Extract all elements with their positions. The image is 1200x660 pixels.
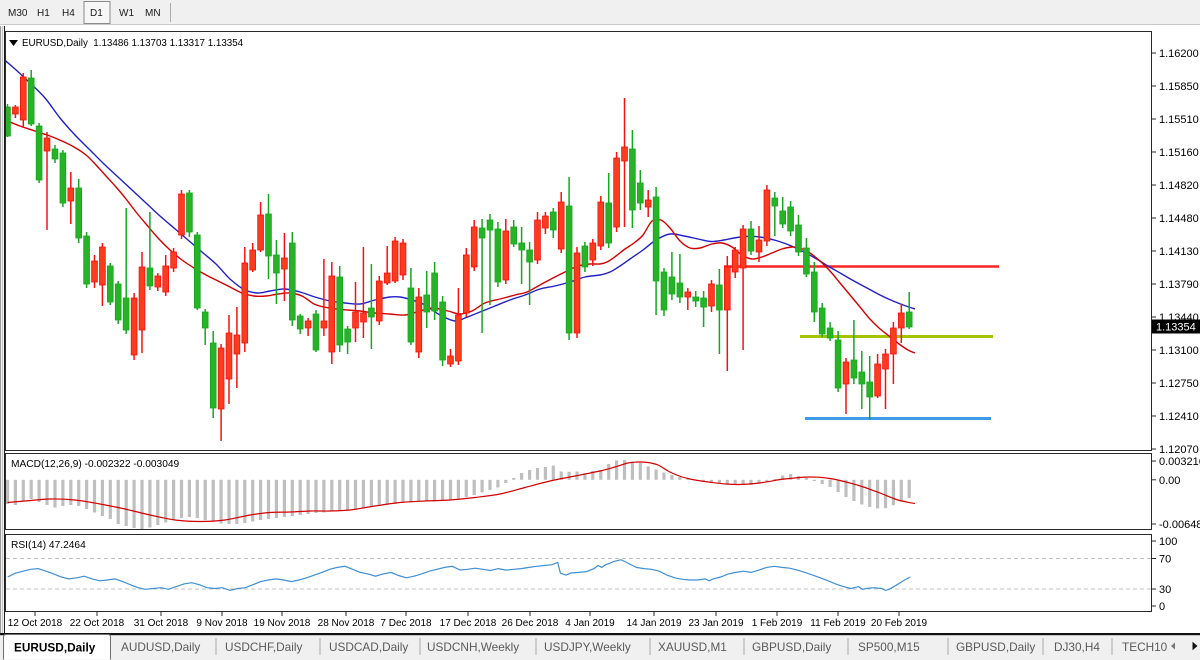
svg-text:1.12070: 1.12070 — [1159, 444, 1199, 456]
svg-text:1.15850: 1.15850 — [1159, 81, 1199, 93]
svg-text:1.14480: 1.14480 — [1159, 213, 1199, 225]
svg-text:H4: H4 — [62, 8, 75, 19]
svg-text:1.13100: 1.13100 — [1159, 345, 1199, 357]
svg-text:USDCAD,Daily: USDCAD,Daily — [329, 640, 408, 654]
svg-text:22 Oct 2018: 22 Oct 2018 — [70, 618, 125, 629]
svg-text:7 Dec 2018: 7 Dec 2018 — [380, 618, 432, 629]
svg-text:9 Nov 2018: 9 Nov 2018 — [196, 618, 248, 629]
svg-text:1.12410: 1.12410 — [1159, 411, 1199, 423]
svg-text:0.003216: 0.003216 — [1159, 456, 1200, 468]
svg-text:EURUSD,Daily: EURUSD,Daily — [14, 641, 96, 655]
svg-text:1.15510: 1.15510 — [1159, 114, 1199, 126]
svg-text:1.13354: 1.13354 — [1156, 322, 1196, 334]
svg-text:70: 70 — [1159, 554, 1171, 566]
svg-text:100: 100 — [1159, 536, 1177, 548]
svg-text:1.14820: 1.14820 — [1159, 180, 1199, 192]
svg-text:0.00: 0.00 — [1159, 475, 1180, 487]
svg-text:-0.006485: -0.006485 — [1159, 519, 1200, 531]
svg-text:1 Feb 2019: 1 Feb 2019 — [752, 618, 803, 629]
svg-text:1.12750: 1.12750 — [1159, 378, 1199, 390]
svg-text:30: 30 — [1159, 584, 1171, 596]
svg-text:12 Oct 2018: 12 Oct 2018 — [8, 618, 63, 629]
svg-text:17 Dec 2018: 17 Dec 2018 — [440, 618, 497, 629]
svg-text:0: 0 — [1159, 601, 1165, 613]
svg-text:1.15160: 1.15160 — [1159, 147, 1199, 159]
svg-text:1.13790: 1.13790 — [1159, 279, 1199, 291]
svg-text:DJ30,H4: DJ30,H4 — [1054, 640, 1100, 654]
svg-text:W1: W1 — [119, 8, 134, 19]
svg-text:AUDUSD,Daily: AUDUSD,Daily — [121, 640, 200, 654]
svg-text:GBPUSD,Daily: GBPUSD,Daily — [956, 640, 1035, 654]
svg-text:MACD(12,26,9) -0.002322 -0.003: MACD(12,26,9) -0.002322 -0.003049 — [11, 459, 180, 470]
svg-text:USDCHF,Daily: USDCHF,Daily — [225, 640, 302, 654]
svg-text:28 Nov 2018: 28 Nov 2018 — [318, 618, 375, 629]
svg-text:1.14130: 1.14130 — [1159, 246, 1199, 258]
svg-text:14 Jan 2019: 14 Jan 2019 — [626, 618, 681, 629]
svg-text:TECH10: TECH10 — [1122, 640, 1168, 654]
svg-text:1.16200: 1.16200 — [1159, 48, 1199, 60]
svg-text:EURUSD,Daily 1.13486 1.13703: EURUSD,Daily 1.13486 1.13703 1.13317 1.1… — [22, 38, 244, 49]
svg-text:23 Jan 2019: 23 Jan 2019 — [688, 618, 743, 629]
svg-text:31 Oct 2018: 31 Oct 2018 — [134, 618, 189, 629]
svg-text:USDCNH,Weekly: USDCNH,Weekly — [427, 640, 519, 654]
svg-text:SP500,M15: SP500,M15 — [858, 640, 920, 654]
svg-text:H1: H1 — [37, 8, 50, 19]
svg-text:11 Feb 2019: 11 Feb 2019 — [810, 618, 866, 629]
svg-text:M30: M30 — [8, 8, 28, 19]
svg-text:D1: D1 — [90, 8, 103, 19]
svg-text:MN: MN — [145, 8, 161, 19]
svg-text:GBPUSD,Daily: GBPUSD,Daily — [752, 640, 831, 654]
svg-text:4 Jan 2019: 4 Jan 2019 — [565, 618, 615, 629]
svg-text:XAUUSD,M1: XAUUSD,M1 — [658, 640, 727, 654]
svg-text:USDJPY,Weekly: USDJPY,Weekly — [544, 640, 631, 654]
svg-text:20 Feb 2019: 20 Feb 2019 — [871, 618, 928, 629]
svg-text:26 Dec 2018: 26 Dec 2018 — [502, 618, 559, 629]
svg-text:RSI(14) 47.2464: RSI(14) 47.2464 — [11, 540, 86, 551]
svg-text:19 Nov 2018: 19 Nov 2018 — [254, 618, 311, 629]
